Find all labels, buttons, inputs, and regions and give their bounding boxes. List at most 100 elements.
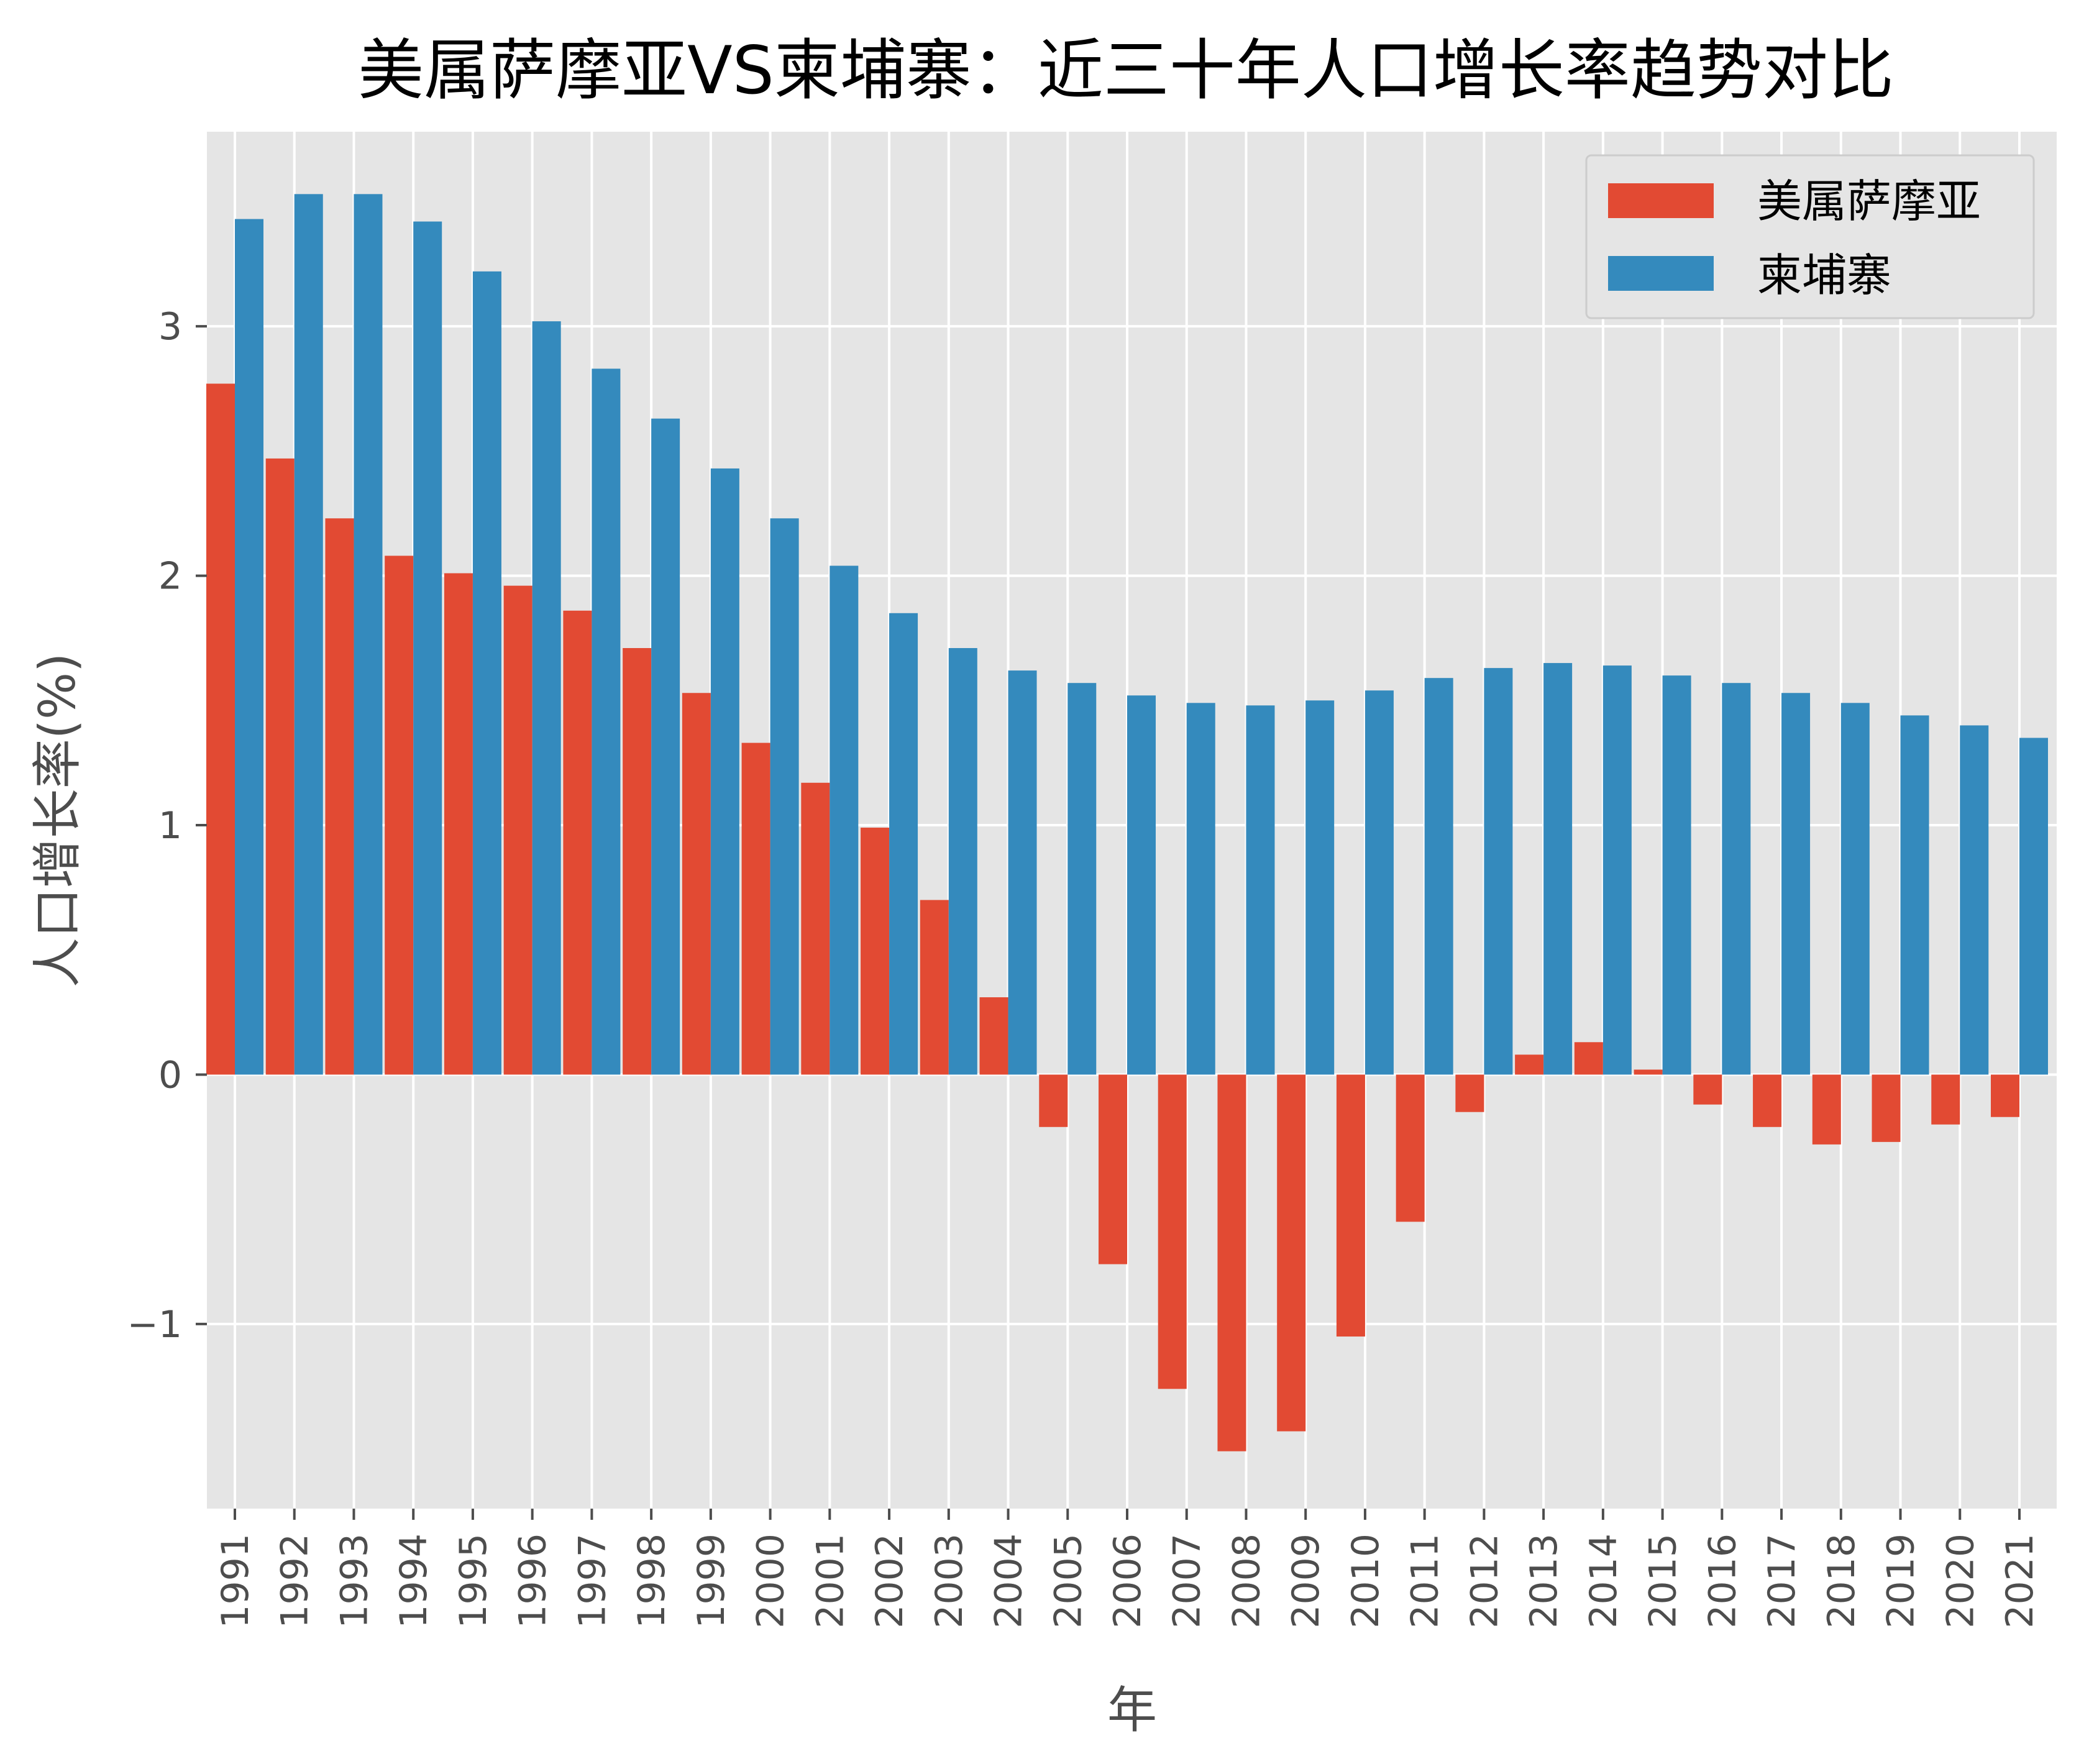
bar-american-samoa-2008	[1217, 1074, 1246, 1451]
x-tick-label: 2003	[928, 1533, 971, 1629]
y-tick-label: 2	[158, 555, 182, 598]
bar-cambodia-2015	[1662, 675, 1691, 1075]
x-tick-label: 1992	[273, 1533, 317, 1629]
x-tick-label: 2008	[1225, 1533, 1268, 1629]
bar-american-samoa-1991	[206, 383, 235, 1075]
bar-cambodia-1998	[651, 418, 680, 1075]
x-tick-label: 1999	[690, 1533, 733, 1629]
x-tick-label: 2016	[1701, 1533, 1744, 1629]
bar-cambodia-1993	[354, 194, 383, 1075]
bar-american-samoa-2013	[1515, 1054, 1544, 1075]
bar-cambodia-2016	[1722, 683, 1751, 1075]
x-tick-label: 1997	[570, 1533, 614, 1629]
x-tick-label: 1994	[392, 1533, 436, 1629]
x-tick-label: 2004	[987, 1533, 1031, 1629]
legend-swatch-cambodia	[1608, 256, 1714, 291]
x-tick-label: 2011	[1404, 1533, 1447, 1629]
bar-cambodia-2018	[1840, 703, 1870, 1075]
x-tick-label: 1998	[630, 1533, 674, 1629]
bar-cambodia-2009	[1305, 700, 1335, 1075]
bar-american-samoa-2003	[920, 900, 949, 1075]
bar-american-samoa-2005	[1039, 1074, 1068, 1127]
bar-cambodia-2014	[1602, 665, 1632, 1075]
bar-american-samoa-2012	[1455, 1074, 1484, 1112]
bar-cambodia-1994	[413, 221, 442, 1075]
x-tick-label: 2007	[1166, 1533, 1209, 1629]
bar-cambodia-2006	[1127, 695, 1156, 1075]
bar-american-samoa-2004	[979, 997, 1008, 1075]
x-tick-label: 2005	[1046, 1533, 1090, 1629]
bar-american-samoa-1995	[444, 573, 473, 1075]
bar-cambodia-2020	[1960, 725, 1989, 1075]
bar-cambodia-2004	[1008, 670, 1037, 1075]
x-axis-ticks: 1991 1992 1993 1994 1995 1996 1997 1998 1999 2000…	[214, 1509, 2042, 1629]
bar-american-samoa-1998	[623, 648, 652, 1075]
legend-swatch-american-samoa	[1608, 183, 1714, 218]
y-axis-ticks: −1 0 1 2 3	[127, 305, 207, 1346]
x-tick-label: 2015	[1642, 1533, 1685, 1629]
bar-cambodia-2008	[1246, 705, 1275, 1075]
bar-cambodia-2012	[1484, 668, 1513, 1075]
bar-american-samoa-2021	[1991, 1074, 2019, 1117]
x-tick-label: 2002	[868, 1533, 912, 1629]
x-tick-label: 2019	[1880, 1533, 1923, 1629]
bar-american-samoa-1996	[503, 585, 533, 1075]
bar-american-samoa-1999	[682, 693, 711, 1075]
x-tick-label: 2006	[1106, 1533, 1150, 1629]
x-tick-label: 1995	[452, 1533, 495, 1629]
y-tick-label: 0	[158, 1053, 182, 1097]
bar-cambodia-2007	[1186, 703, 1215, 1075]
x-tick-label: 2017	[1760, 1533, 1804, 1629]
bar-american-samoa-1997	[563, 610, 592, 1075]
bar-american-samoa-1993	[325, 518, 354, 1075]
bar-american-samoa-2000	[741, 743, 770, 1075]
bar-american-samoa-2009	[1277, 1074, 1306, 1432]
bar-american-samoa-2002	[861, 828, 890, 1075]
bar-cambodia-1992	[294, 194, 323, 1075]
legend-label-cambodia: 柬埔寨	[1757, 249, 1891, 301]
x-tick-label: 2014	[1582, 1533, 1625, 1629]
bar-cambodia-1995	[472, 271, 501, 1075]
bar-cambodia-2001	[830, 565, 859, 1075]
bars	[206, 194, 2048, 1451]
legend-label-american-samoa: 美属萨摩亚	[1757, 175, 1981, 227]
bar-cambodia-2010	[1364, 690, 1394, 1075]
x-tick-label: 2020	[1939, 1533, 1982, 1629]
bar-american-samoa-2015	[1634, 1069, 1663, 1075]
bar-american-samoa-2011	[1396, 1074, 1425, 1222]
x-tick-label: 2010	[1344, 1533, 1387, 1629]
bar-american-samoa-2006	[1099, 1074, 1127, 1264]
bar-cambodia-2013	[1543, 663, 1573, 1075]
x-tick-label: 2001	[808, 1533, 852, 1629]
bar-cambodia-2005	[1067, 683, 1097, 1075]
y-axis-label: 人口增长率(%)	[29, 653, 86, 987]
y-tick-label: −1	[127, 1303, 182, 1346]
y-tick-label: 3	[158, 305, 182, 349]
bar-american-samoa-2014	[1574, 1042, 1603, 1075]
bar-american-samoa-2007	[1158, 1074, 1187, 1389]
bar-cambodia-1996	[532, 321, 561, 1075]
bar-cambodia-2017	[1781, 693, 1811, 1075]
x-tick-label: 2012	[1463, 1533, 1506, 1629]
x-tick-label: 1991	[214, 1533, 257, 1629]
bar-cambodia-1997	[592, 368, 621, 1075]
y-tick-label: 1	[158, 804, 182, 848]
bar-american-samoa-2001	[801, 782, 830, 1075]
bar-american-samoa-2010	[1336, 1074, 1365, 1337]
bar-cambodia-1991	[235, 219, 263, 1075]
bar-american-samoa-2019	[1872, 1074, 1901, 1142]
bar-cambodia-2002	[889, 613, 918, 1075]
x-axis-label: 年	[1107, 1681, 1157, 1739]
legend: 美属萨摩亚 柬埔寨	[1585, 154, 2035, 319]
bar-american-samoa-2016	[1693, 1074, 1722, 1105]
chart-title: 美属萨摩亚VS柬埔寨：近三十年人口增长率趋势对比	[358, 32, 1894, 109]
bar-american-samoa-2018	[1812, 1074, 1841, 1145]
x-tick-label: 1996	[511, 1533, 555, 1629]
x-tick-label: 2009	[1284, 1533, 1328, 1629]
bar-american-samoa-1992	[265, 458, 295, 1075]
bar-cambodia-2003	[948, 648, 977, 1075]
bar-american-samoa-2020	[1931, 1074, 1960, 1125]
bar-cambodia-2011	[1424, 678, 1453, 1075]
